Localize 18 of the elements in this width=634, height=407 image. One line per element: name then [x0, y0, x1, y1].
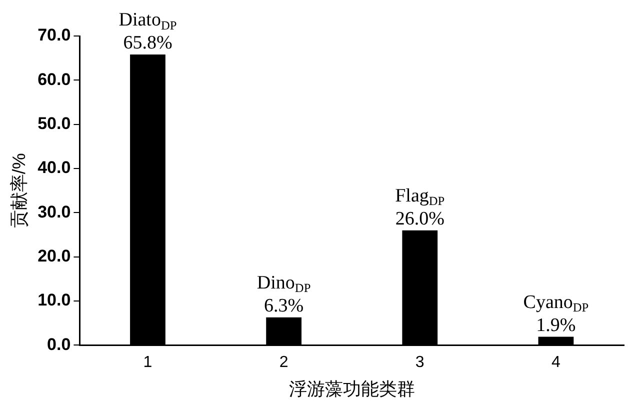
- y-tick-label: 40.0: [38, 158, 71, 178]
- y-tick-label: 20.0: [38, 246, 71, 266]
- data-label: 1.9%: [536, 314, 576, 336]
- data-label: 26.0%: [395, 208, 445, 230]
- y-tick-label: 60.0: [38, 70, 71, 89]
- x-axis-title: 浮游藻功能类群: [288, 379, 415, 400]
- x-tick-label: 3: [415, 354, 424, 372]
- data-label: 6.3%: [264, 295, 304, 316]
- x-tick-label: 2: [279, 354, 288, 372]
- x-tick-label: 4: [552, 354, 561, 372]
- data-label: 65.8%: [123, 32, 172, 54]
- y-tick-label: 70.0: [38, 26, 71, 45]
- x-tick-label: 1: [143, 354, 152, 372]
- y-tick-label: 10.0: [38, 290, 71, 310]
- y-tick-label: 30.0: [38, 202, 71, 222]
- y-tick-label: 0.0: [47, 334, 71, 354]
- y-tick-label: 50.0: [38, 114, 71, 134]
- y-axis-title: 贡献率/%: [8, 153, 29, 228]
